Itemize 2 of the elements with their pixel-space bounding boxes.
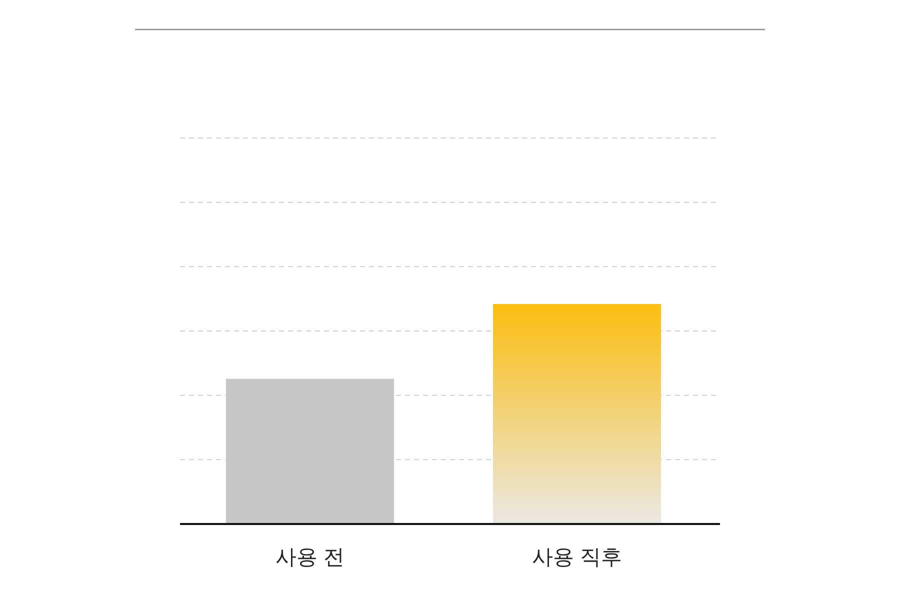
x-tick-label: 사용 직후	[532, 546, 622, 569]
x-tick-label: 사용 전	[276, 546, 344, 569]
